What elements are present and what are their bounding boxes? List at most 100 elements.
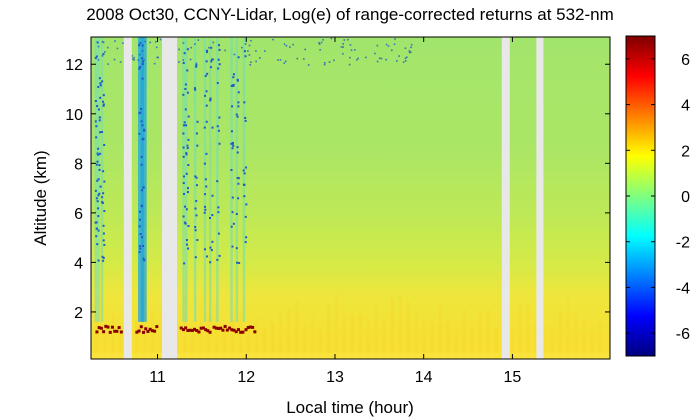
noise-speckle (186, 243, 189, 246)
noise-speckle (211, 126, 214, 129)
boundary-layer-streak (542, 325, 546, 359)
noise-speckle (197, 39, 200, 41)
noise-speckle (203, 162, 206, 165)
noise-speckle (101, 80, 104, 83)
noise-speckle (184, 108, 187, 111)
noise-speckle (237, 91, 240, 94)
cloud-layer-mark (248, 325, 252, 329)
noise-speckle (289, 46, 291, 48)
cloud-layer-mark (102, 330, 106, 334)
cloud-layer-mark (206, 329, 210, 333)
noise-speckle (244, 55, 247, 58)
noise-speckle (183, 52, 186, 55)
noise-speckle (217, 44, 220, 47)
noise-speckle (99, 82, 102, 85)
noise-speckle (237, 177, 240, 180)
noise-speckle (342, 53, 344, 55)
noise-speckle (408, 51, 411, 54)
noise-speckle (244, 215, 247, 218)
cloud-layer-mark (135, 330, 139, 334)
noise-speckle (141, 57, 143, 60)
noise-streak (235, 37, 239, 322)
noise-speckle (236, 261, 239, 264)
noise-speckle (185, 239, 188, 242)
noise-speckle (394, 38, 396, 40)
noise-speckle (218, 63, 221, 66)
noise-speckle (116, 47, 119, 50)
noise-speckle (101, 54, 104, 57)
noise-speckle (217, 206, 220, 209)
noise-speckle (182, 61, 185, 64)
noise-speckle (103, 209, 106, 212)
noise-speckle (244, 116, 247, 119)
plot-area (90, 36, 611, 360)
noise-speckle (96, 41, 99, 44)
noise-speckle (236, 79, 239, 82)
cloud-layer-mark (216, 326, 220, 330)
noise-speckle (385, 43, 388, 46)
noise-speckle (102, 224, 105, 227)
boundary-layer-streak (191, 326, 195, 359)
noise-speckle (98, 192, 101, 195)
noise-speckle (209, 246, 212, 249)
boundary-layer-streak (295, 301, 299, 359)
noise-speckle (404, 57, 407, 60)
noise-speckle (140, 107, 143, 110)
noise-speckle (245, 203, 248, 206)
cloud-layer-mark (155, 325, 159, 329)
boundary-layer-streak (526, 305, 530, 359)
noise-speckle (204, 74, 207, 77)
noise-speckle (245, 166, 248, 169)
noise-speckle (249, 63, 252, 66)
noise-speckle (98, 77, 101, 80)
cloud-layer-mark (153, 329, 157, 333)
cloud-layer-mark (186, 328, 190, 332)
noise-speckle (292, 43, 294, 46)
noise-speckle (102, 53, 105, 56)
noise-speckle (144, 40, 146, 43)
noise-speckle (205, 60, 208, 63)
noise-speckle (182, 182, 185, 185)
colorbar-tick-label: 0 (681, 189, 690, 206)
cloud-layer-mark (204, 328, 208, 332)
cloud-layer-mark (236, 328, 240, 332)
noise-speckle (204, 208, 207, 211)
cloud-layer-mark (97, 326, 101, 330)
boundary-layer-streak (279, 313, 283, 359)
boundary-layer-streak (239, 310, 243, 359)
cloud-layer-mark (144, 327, 148, 331)
noise-speckle (137, 59, 140, 61)
noise-speckle (143, 259, 146, 262)
noise-speckle (236, 151, 239, 154)
noise-speckle (194, 207, 197, 210)
noise-speckle (141, 49, 144, 52)
noise-speckle (231, 211, 234, 214)
boundary-layer-streak (566, 298, 570, 359)
noise-speckle (183, 121, 186, 124)
noise-speckle (186, 69, 189, 72)
noise-speckle (185, 172, 188, 175)
noise-speckle (232, 83, 235, 86)
noise-speckle (318, 43, 321, 46)
noise-speckle (94, 100, 97, 103)
noise-speckle (107, 63, 110, 65)
noise-speckle (178, 48, 180, 51)
noise-speckle (155, 46, 158, 49)
boundary-layer-streak (470, 328, 474, 359)
noise-speckle (235, 247, 238, 250)
noise-speckle (141, 77, 144, 80)
noise-speckle (348, 63, 351, 66)
noise-speckle (349, 56, 351, 59)
boundary-layer-streak (247, 325, 251, 359)
colorbar-tick-label: -2 (676, 235, 690, 252)
noise-speckle (217, 211, 220, 214)
noise-speckle (216, 82, 219, 85)
noise-speckle (96, 243, 99, 246)
noise-speckle (243, 50, 246, 53)
noise-speckle (209, 261, 212, 264)
y-tick-label: 4 (74, 255, 83, 272)
boundary-layer-streak (598, 322, 602, 359)
noise-speckle (216, 125, 219, 128)
noise-speckle (243, 195, 246, 198)
noise-speckle (235, 113, 238, 116)
